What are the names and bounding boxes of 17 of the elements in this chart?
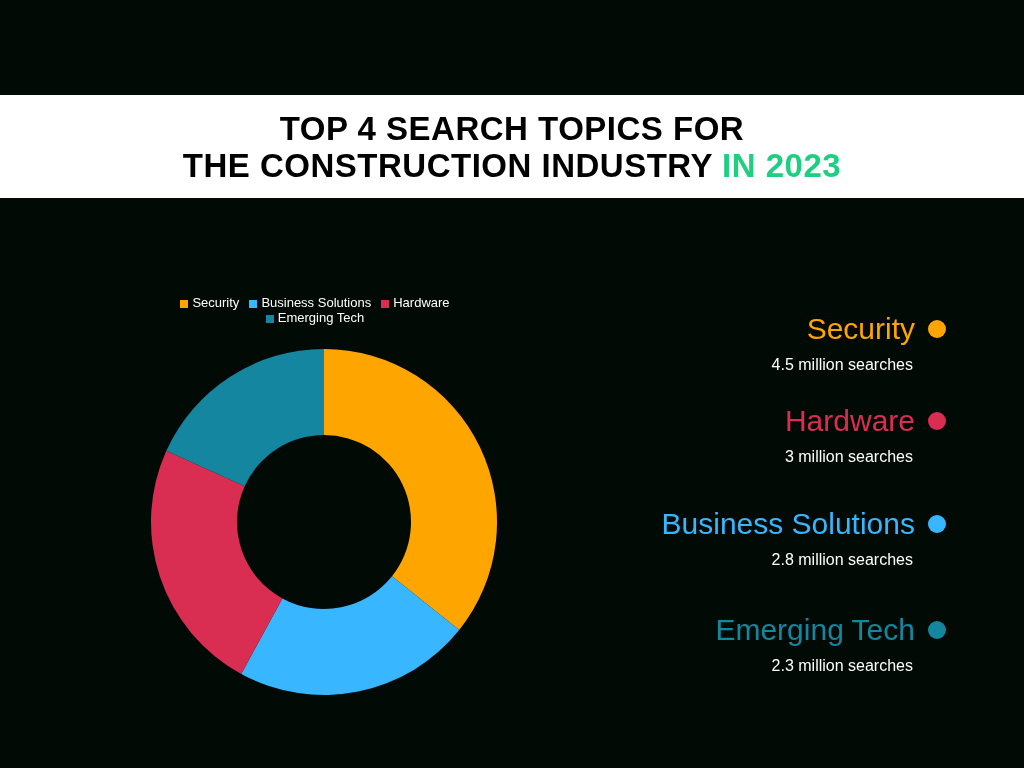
legend-label: Business Solutions [261, 295, 372, 310]
donut-slice [151, 450, 283, 674]
text: 4.5 million searches [771, 355, 913, 375]
legend-label: Emerging Tech [277, 310, 365, 325]
chart-title: TOP 4 SEARCH TOPICS FOR THE CONSTRUCTION INDUSTRY IN 2023 [182, 109, 842, 184]
text: 2.3 million searches [770, 656, 913, 676]
donut-slice [166, 349, 324, 487]
legend-label: Security [192, 295, 240, 310]
legend-label: Hardware [393, 295, 450, 310]
text: 2.8 million searches [770, 550, 913, 570]
category-label: Security [806, 312, 915, 345]
donut-slice [324, 349, 497, 630]
category-label: Emerging Tech [715, 613, 915, 646]
text: 3 million searches [784, 447, 913, 467]
donut-slice [241, 576, 460, 695]
category-label: Business Solutions [661, 507, 915, 540]
category-label: Hardware [784, 404, 915, 437]
